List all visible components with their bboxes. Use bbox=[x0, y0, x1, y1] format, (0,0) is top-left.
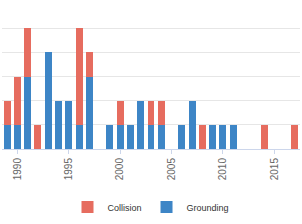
svg-text:Grounding: Grounding bbox=[187, 203, 229, 213]
svg-text:2005: 2005 bbox=[166, 158, 177, 181]
svg-text:2010: 2010 bbox=[217, 158, 228, 181]
svg-text:1995: 1995 bbox=[63, 158, 74, 181]
svg-text:1990: 1990 bbox=[12, 158, 23, 181]
svg-text:2015: 2015 bbox=[269, 158, 280, 181]
svg-text:Collision: Collision bbox=[108, 203, 142, 213]
svg-text:2000: 2000 bbox=[114, 158, 125, 181]
